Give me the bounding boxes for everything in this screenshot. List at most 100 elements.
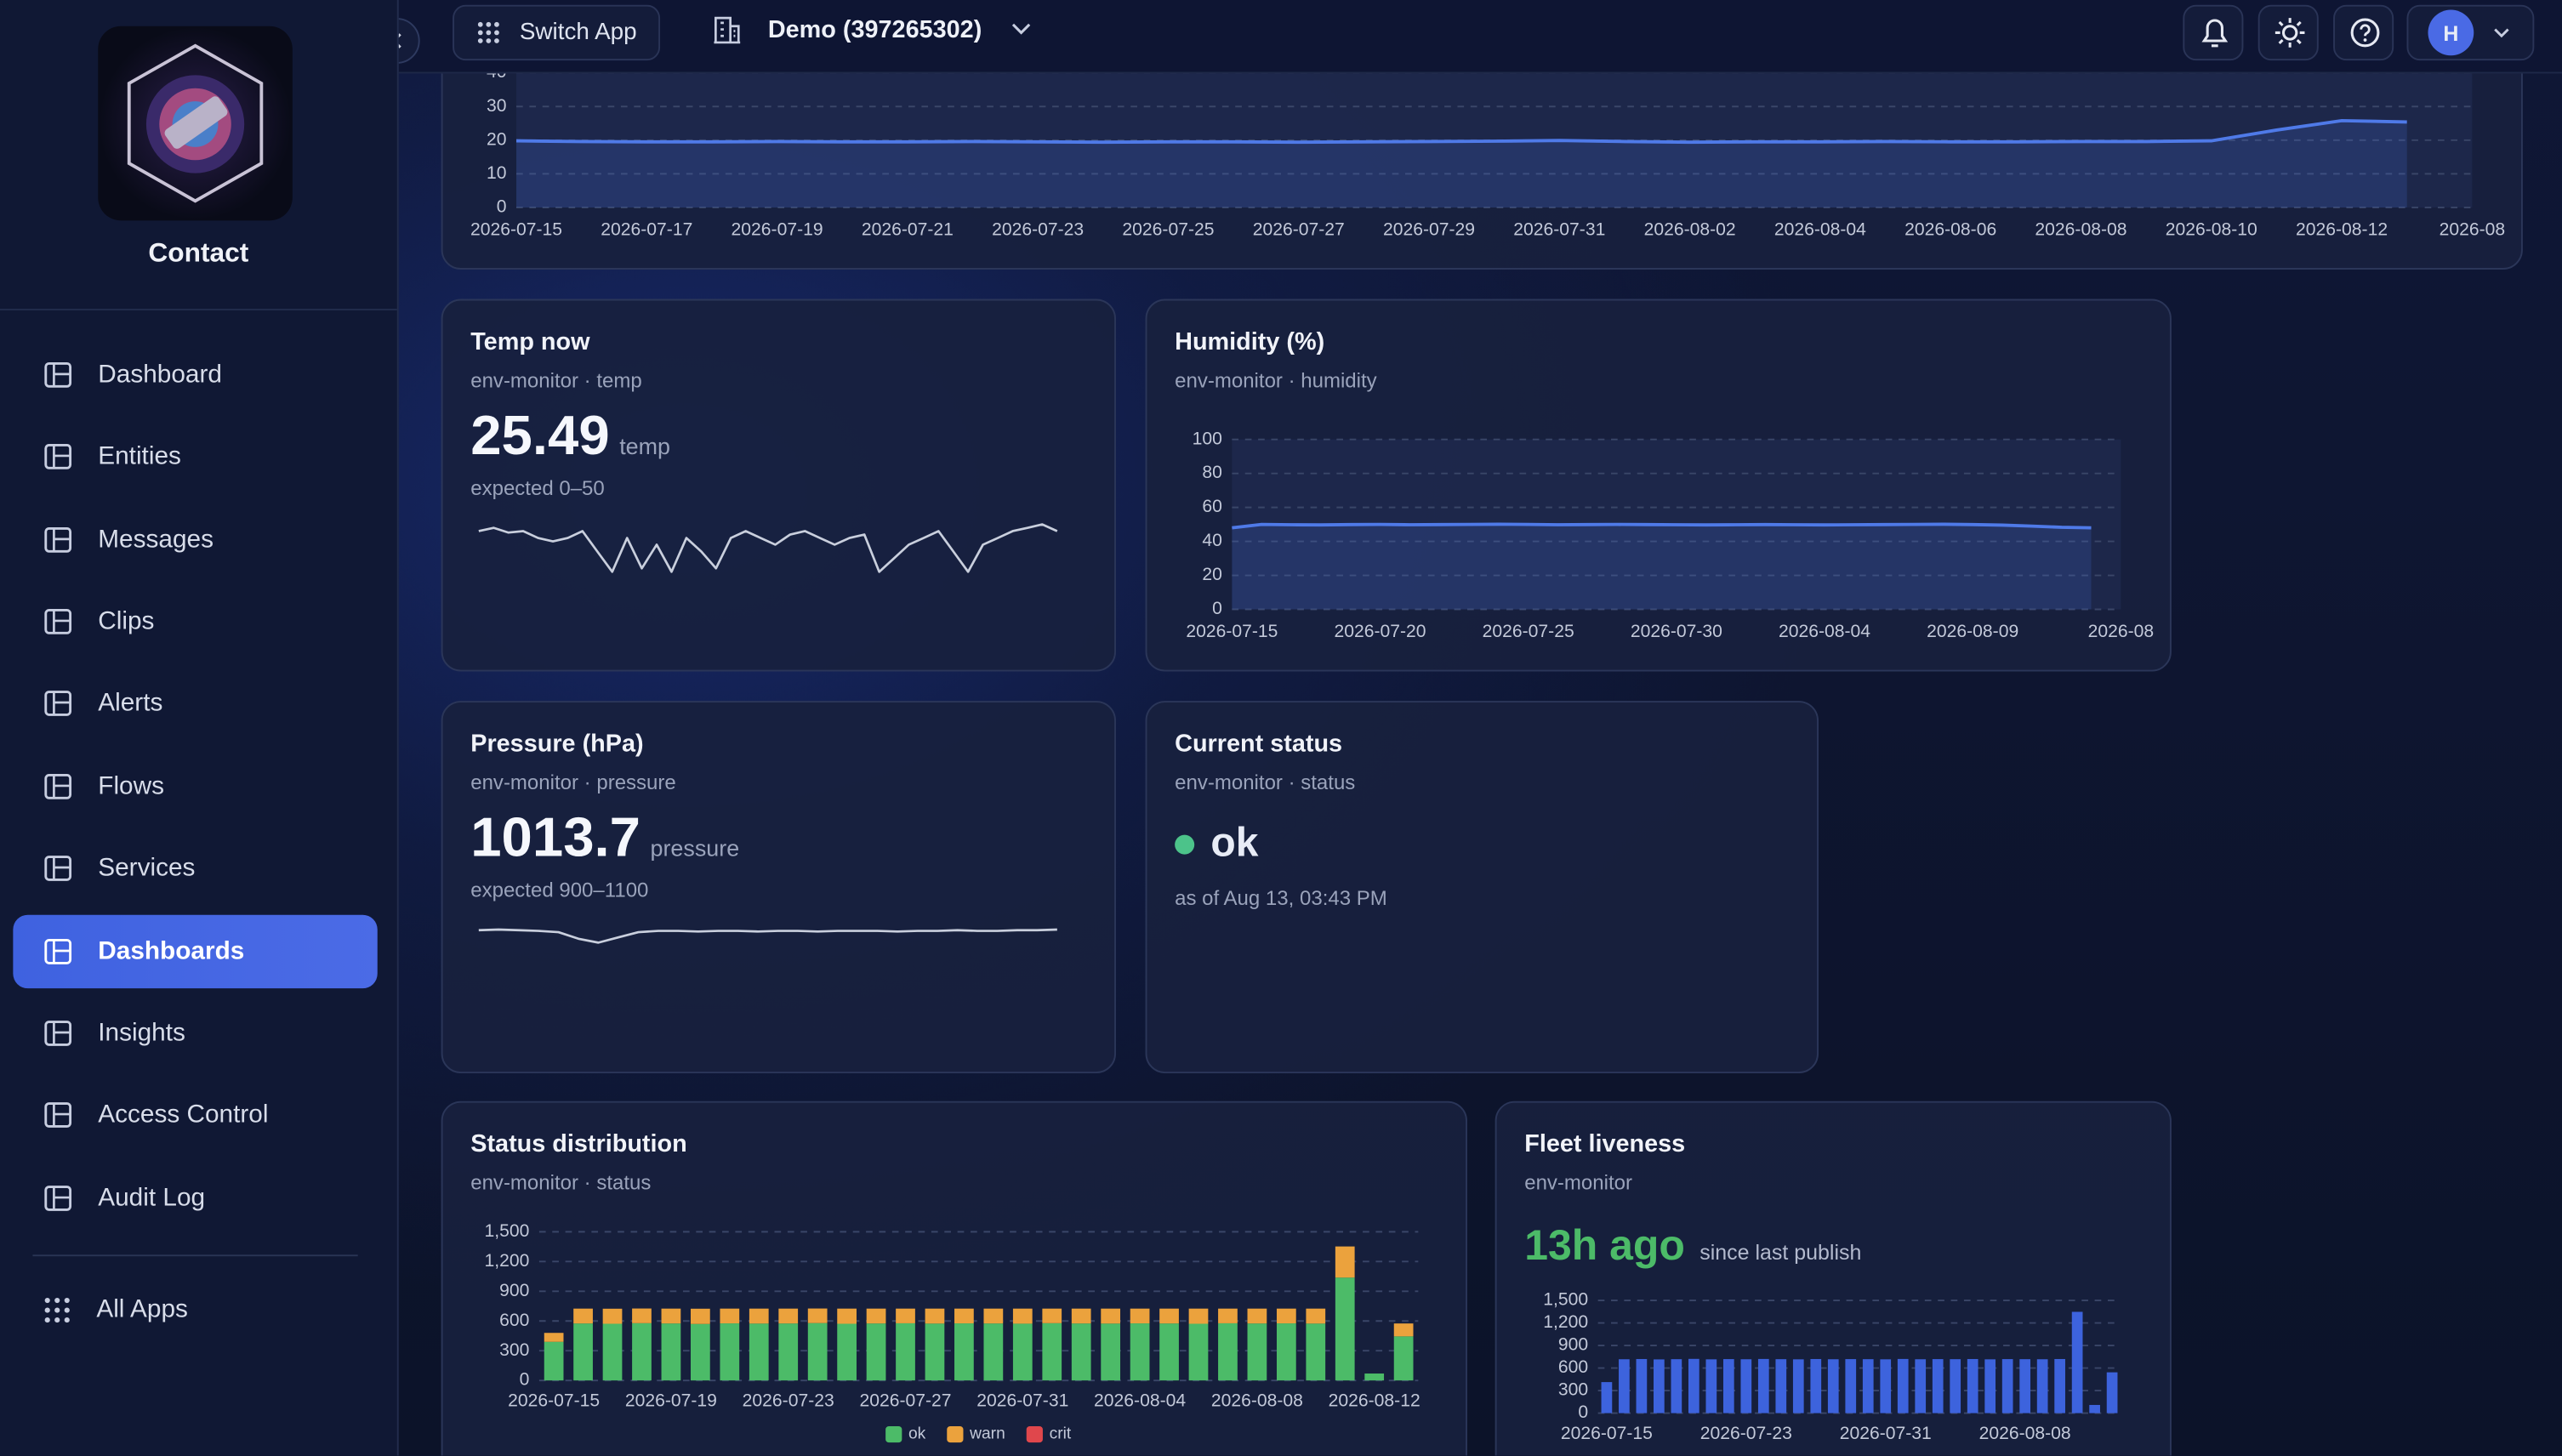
nav-icon: [44, 526, 72, 553]
chevron: [2494, 27, 2509, 37]
nav-icon: [44, 1186, 72, 1211]
notifications-button[interactable]: [2183, 4, 2244, 61]
x-tick-label: 2026-07-21: [862, 219, 954, 239]
bar-segment: [1159, 1308, 1179, 1324]
theme-button[interactable]: [2257, 4, 2319, 61]
legend-swatch: [947, 1425, 964, 1443]
card-title: Current status: [1175, 730, 1343, 759]
bar: [1984, 1359, 1996, 1413]
card-title: Fleet liveness: [1524, 1130, 1686, 1158]
nav-item[interactable]: Alerts: [13, 667, 377, 740]
bar-segment: [1364, 1374, 1385, 1381]
bar-segment: [983, 1323, 1004, 1381]
bar: [1775, 1359, 1787, 1413]
nav-item[interactable]: Dashboard: [13, 338, 377, 412]
bar: [2001, 1359, 2013, 1413]
switch-app-button[interactable]: Switch App: [453, 4, 661, 61]
bar: [1688, 1358, 1699, 1413]
nav-icon: [44, 939, 72, 964]
temp-card: Temp now env-monitor · temp 25.49 temp ex…: [441, 299, 1116, 672]
user-menu[interactable]: H: [2406, 4, 2535, 61]
nav-item[interactable]: Audit Log: [13, 1162, 377, 1235]
y-tick-label: 1,200: [1543, 1312, 1588, 1332]
y-tick-label: 1,500: [1543, 1290, 1588, 1310]
bar: [2071, 1311, 2083, 1413]
apps-icon: [44, 1297, 70, 1322]
nav-item[interactable]: All Apps: [13, 1272, 377, 1345]
bar-segment: [691, 1308, 710, 1324]
bar: [1932, 1359, 1944, 1413]
x-tick-label: 2026-08: [2088, 622, 2155, 641]
x-tick-label: 2026-07-19: [732, 219, 823, 239]
status-dist-card: Status distribution env-monitor · status: [441, 1101, 1467, 1456]
bar: [1897, 1358, 1909, 1413]
metric-note: since last publish: [1699, 1239, 1862, 1265]
y-tick-label: 0: [497, 197, 507, 217]
bar: [1950, 1359, 1961, 1413]
nav-label: Services: [98, 853, 196, 882]
bar: [2089, 1404, 2100, 1413]
bar: [2019, 1359, 2031, 1413]
y-tick-label: 10: [487, 163, 507, 183]
x-tick-label: 2026-07-25: [1122, 219, 1214, 239]
nav-item[interactable]: Services: [13, 832, 377, 905]
nav-icon: [44, 1102, 72, 1128]
bar: [1722, 1359, 1734, 1413]
nav-item[interactable]: Clips: [13, 585, 377, 658]
help-button[interactable]: [2333, 4, 2394, 61]
card-title: Temp now: [470, 328, 590, 356]
nav-item[interactable]: Flows: [13, 750, 377, 823]
bar-segment: [866, 1323, 886, 1381]
nav-label: Clips: [98, 606, 155, 635]
metric-unit: pressure: [650, 834, 740, 862]
y-tick-label: 100: [1193, 429, 1222, 448]
nav-item[interactable]: Dashboards: [13, 914, 378, 989]
nav-item[interactable]: Entities: [13, 420, 377, 493]
bar: [1827, 1359, 1839, 1413]
y-tick-label: 20: [1202, 565, 1222, 584]
bar-segment: [1012, 1323, 1033, 1381]
bar-segment: [896, 1308, 915, 1323]
bar: [1915, 1359, 1927, 1413]
x-tick-label: 2026-07-30: [1631, 622, 1722, 641]
x-tick-label: 2026-08-09: [1927, 622, 2018, 641]
sun-icon: [2274, 18, 2305, 48]
building-icon: [714, 16, 741, 44]
divider: [32, 1254, 358, 1257]
bar-segment: [1130, 1323, 1150, 1381]
bar-segment: [896, 1322, 915, 1381]
bar-segment: [1101, 1308, 1121, 1324]
card-subtitle: env-monitor · pressure: [470, 771, 676, 794]
legend-swatch: [885, 1425, 902, 1443]
status-card: Current status env-monitor · status ok a…: [1145, 701, 1819, 1074]
x-tick-label: 2026-08-12: [1329, 1391, 1420, 1411]
nav-item[interactable]: Insights: [13, 997, 377, 1070]
bar-segment: [983, 1308, 1004, 1324]
switch-app-label: Switch App: [519, 20, 637, 46]
app-logo: [98, 26, 293, 221]
bar-segment: [661, 1323, 681, 1381]
org-switcher[interactable]: Demo (397265302): [713, 14, 1031, 44]
legend-label: warn: [969, 1425, 1005, 1443]
x-tick-label: 2026-07-25: [1483, 622, 1574, 641]
y-tick-label: 1,200: [485, 1251, 530, 1271]
card-title: Pressure (hPa): [470, 730, 644, 759]
bar-segment: [1071, 1323, 1091, 1381]
bar: [1705, 1359, 1717, 1413]
bar-segment: [602, 1308, 623, 1324]
metric-note: expected 0–50: [470, 476, 605, 500]
nav-icon: [44, 691, 72, 716]
x-tick-label: 2026-07-20: [1335, 622, 1426, 641]
bar-segment: [632, 1322, 652, 1381]
nav-item[interactable]: Messages: [13, 503, 377, 577]
x-tick-label: 2026-07-15: [508, 1391, 600, 1411]
bar: [1810, 1358, 1822, 1413]
chevron: [1011, 23, 1031, 35]
bar-segment: [720, 1308, 740, 1324]
nav-label: Entities: [98, 441, 181, 470]
bar: [1967, 1358, 1978, 1413]
nav-item[interactable]: Access Control: [13, 1078, 377, 1152]
sidebar: Contact Dashboard Entities Messages Clips Al…: [0, 0, 399, 1456]
